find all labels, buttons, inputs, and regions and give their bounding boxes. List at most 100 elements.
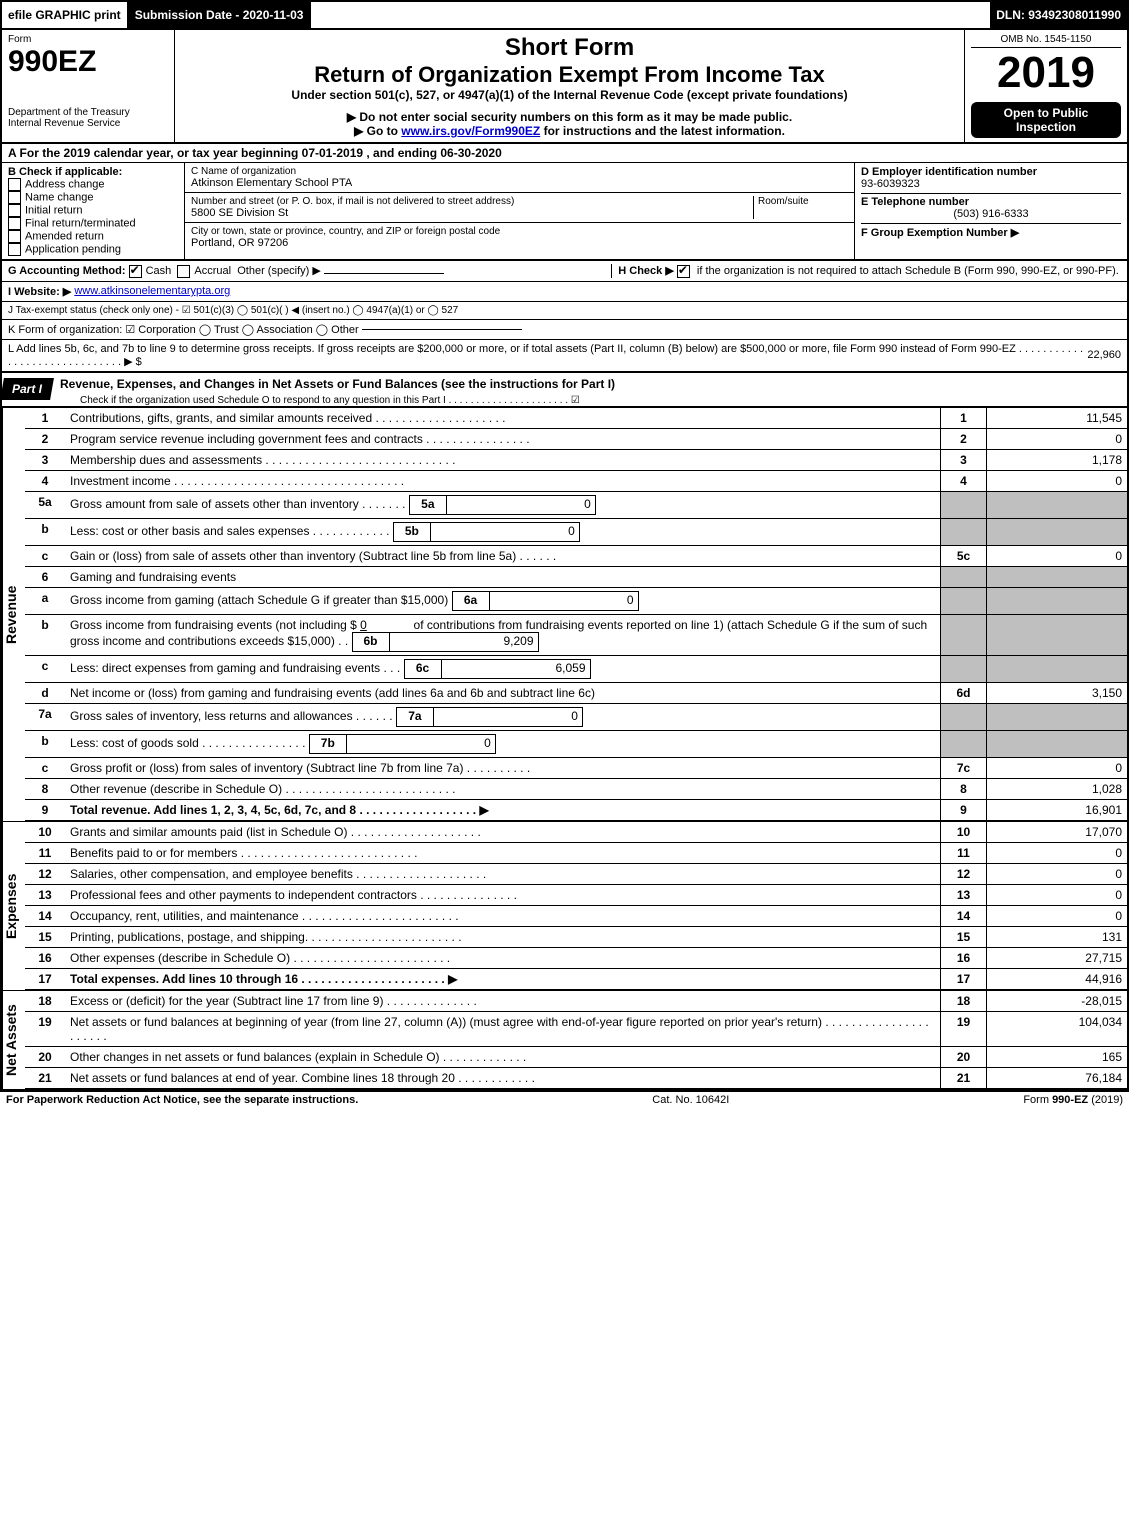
org-name-label: C Name of organization — [191, 166, 848, 177]
chk-initial-return[interactable]: Initial return — [8, 204, 178, 217]
accounting-method-label: G Accounting Method: — [8, 265, 126, 277]
line-6a: a Gross income from gaming (attach Sched… — [25, 587, 1127, 614]
website-link[interactable]: www.atkinsonelementarypta.org — [74, 285, 230, 297]
ssn-warning: ▶ Do not enter social security numbers o… — [181, 110, 958, 124]
line-1: 1Contributions, gifts, grants, and simil… — [25, 408, 1127, 429]
page-footer: For Paperwork Reduction Act Notice, see … — [0, 1091, 1129, 1108]
revenue-section: Revenue 1Contributions, gifts, grants, a… — [0, 408, 1129, 822]
website-label: I Website: ▶ — [8, 285, 71, 298]
line-5c: cGain or (loss) from sale of assets othe… — [25, 545, 1127, 566]
expenses-section: Expenses 10Grants and similar amounts pa… — [0, 822, 1129, 991]
line-14: 14Occupancy, rent, utilities, and mainte… — [25, 905, 1127, 926]
chk-accrual[interactable] — [177, 265, 190, 278]
org-other-line[interactable] — [362, 329, 522, 330]
omb-number: OMB No. 1545-1150 — [971, 34, 1121, 48]
part1-title: Revenue, Expenses, and Changes in Net As… — [60, 373, 1127, 395]
line-11: 11Benefits paid to or for members . . . … — [25, 842, 1127, 863]
line-10: 10Grants and similar amounts paid (list … — [25, 822, 1127, 843]
row-h-text: if the organization is not required to a… — [697, 265, 1119, 277]
column-b: B Check if applicable: Address change Na… — [2, 163, 185, 259]
part1-scheduleO-check: Check if the organization used Schedule … — [60, 395, 1127, 406]
line-6c: c Less: direct expenses from gaming and … — [25, 655, 1127, 682]
line-5b: b Less: cost or other basis and sales ex… — [25, 518, 1127, 545]
phone-label: E Telephone number — [861, 196, 969, 208]
city-value: Portland, OR 97206 — [191, 237, 848, 249]
irs-label: Internal Revenue Service — [8, 118, 168, 129]
side-label-expenses: Expenses — [2, 822, 25, 990]
line-13: 13Professional fees and other payments t… — [25, 884, 1127, 905]
line-18: 18Excess or (deficit) for the year (Subt… — [25, 991, 1127, 1012]
street-cell: Number and street (or P. O. box, if mail… — [185, 193, 854, 223]
ein-label: D Employer identification number — [861, 166, 1037, 178]
group-exemption-label: F Group Exemption Number ▶ — [861, 227, 1019, 239]
chk-amended-return[interactable]: Amended return — [8, 230, 178, 243]
row-g-h: G Accounting Method: Cash Accrual Other … — [0, 261, 1129, 282]
line-16: 16Other expenses (describe in Schedule O… — [25, 947, 1127, 968]
line-4: 4Investment income . . . . . . . . . . .… — [25, 470, 1127, 491]
row-l-gross-receipts: L Add lines 5b, 6c, and 7b to line 9 to … — [0, 340, 1129, 373]
subtitle: Under section 501(c), 527, or 4947(a)(1)… — [181, 88, 958, 102]
open-to-public: Open to Public Inspection — [971, 102, 1121, 138]
row-j-taxexempt: J Tax-exempt status (check only one) - ☑… — [0, 302, 1129, 320]
line-7c: cGross profit or (loss) from sales of in… — [25, 757, 1127, 778]
line-2: 2Program service revenue including gover… — [25, 428, 1127, 449]
efile-top-bar: efile GRAPHIC print Submission Date - 20… — [0, 0, 1129, 28]
part1-label: Part I — [0, 378, 54, 400]
efile-label: efile GRAPHIC print — [2, 2, 129, 28]
org-info-grid: B Check if applicable: Address change Na… — [0, 163, 1129, 261]
column-d: D Employer identification number 93-6039… — [855, 163, 1127, 259]
part1-header: Part I Revenue, Expenses, and Changes in… — [0, 373, 1129, 408]
chk-final-return[interactable]: Final return/terminated — [8, 217, 178, 230]
city-label: City or town, state or province, country… — [191, 226, 848, 237]
org-name-cell: C Name of organization Atkinson Elementa… — [185, 163, 854, 193]
netassets-section: Net Assets 18Excess or (deficit) for the… — [0, 991, 1129, 1091]
side-label-revenue: Revenue — [2, 408, 25, 821]
column-c: C Name of organization Atkinson Elementa… — [185, 163, 855, 259]
row-h-label: H Check ▶ — [618, 265, 677, 277]
line-12: 12Salaries, other compensation, and empl… — [25, 863, 1127, 884]
section-a-taxyear: A For the 2019 calendar year, or tax yea… — [0, 144, 1129, 163]
accounting-other: Other (specify) ▶ — [237, 265, 321, 277]
line-6b: b Gross income from fundraising events (… — [25, 614, 1127, 655]
row-k-orgtype: K Form of organization: ☑ Corporation ◯ … — [0, 320, 1129, 340]
chk-cash[interactable] — [129, 265, 142, 278]
gross-receipts-amount: 22,960 — [1087, 349, 1121, 361]
header-center: Short Form Return of Organization Exempt… — [175, 30, 964, 142]
org-name: Atkinson Elementary School PTA — [191, 177, 848, 189]
row-k-text: K Form of organization: ☑ Corporation ◯ … — [8, 323, 359, 336]
line-7b: b Less: cost of goods sold . . . . . . .… — [25, 730, 1127, 757]
side-label-netassets: Net Assets — [2, 991, 25, 1089]
line-3: 3Membership dues and assessments . . . .… — [25, 449, 1127, 470]
row-l-text: L Add lines 5b, 6c, and 7b to line 9 to … — [8, 343, 1084, 368]
col-b-title: B Check if applicable: — [8, 166, 122, 178]
line-20: 20Other changes in net assets or fund ba… — [25, 1046, 1127, 1067]
room-suite-label: Room/suite — [753, 196, 848, 219]
line-19: 19Net assets or fund balances at beginni… — [25, 1011, 1127, 1046]
row-i-website: I Website: ▶ www.atkinsonelementarypta.o… — [0, 282, 1129, 302]
line-21: 21Net assets or fund balances at end of … — [25, 1067, 1127, 1088]
header-left: Form 990EZ Department of the Treasury In… — [2, 30, 175, 142]
street-value: 5800 SE Division St — [191, 207, 753, 219]
chk-application-pending[interactable]: Application pending — [8, 243, 178, 256]
city-cell: City or town, state or province, country… — [185, 223, 854, 252]
tax-year: 2019 — [971, 48, 1121, 98]
line-7a: 7a Gross sales of inventory, less return… — [25, 703, 1127, 730]
dept-treasury: Department of the Treasury — [8, 107, 168, 118]
accounting-other-line[interactable] — [324, 273, 444, 274]
short-form-title: Short Form — [181, 34, 958, 62]
line-6: 6Gaming and fundraising events — [25, 566, 1127, 587]
line-9: 9Total revenue. Add lines 1, 2, 3, 4, 5c… — [25, 799, 1127, 820]
chk-address-change[interactable]: Address change — [8, 178, 178, 191]
line-8: 8Other revenue (describe in Schedule O) … — [25, 778, 1127, 799]
irs-link[interactable]: www.irs.gov/Form990EZ — [401, 124, 540, 138]
chk-name-change[interactable]: Name change — [8, 191, 178, 204]
submission-date: Submission Date - 2020-11-03 — [129, 2, 312, 28]
return-title: Return of Organization Exempt From Incom… — [181, 62, 958, 88]
street-label: Number and street (or P. O. box, if mail… — [191, 196, 753, 207]
chk-schedule-b[interactable] — [677, 265, 690, 278]
dln: DLN: 93492308011990 — [990, 2, 1127, 28]
form-header: Form 990EZ Department of the Treasury In… — [0, 28, 1129, 144]
footer-left: For Paperwork Reduction Act Notice, see … — [6, 1094, 358, 1106]
ein-value: 93-6039323 — [861, 178, 1121, 190]
form-word: Form — [8, 34, 168, 45]
